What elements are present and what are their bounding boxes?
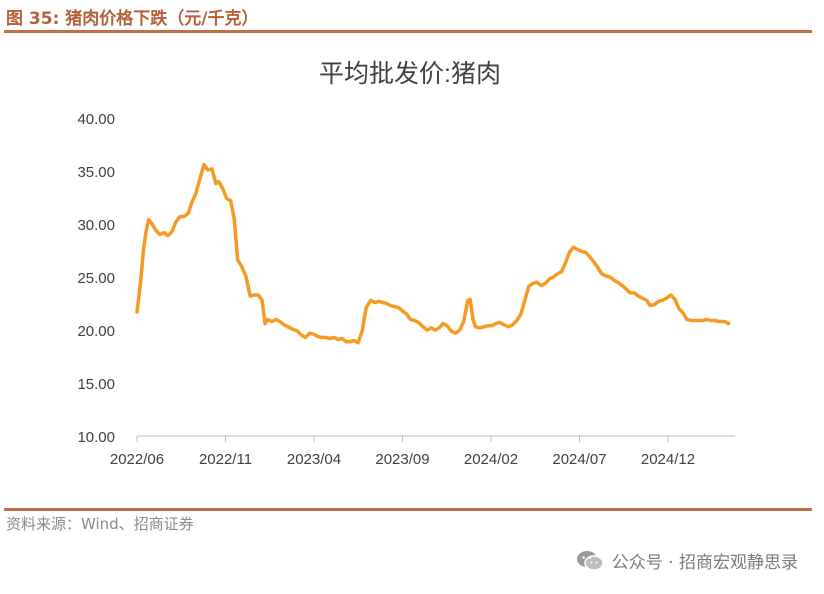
x-tick-label: 2022/06 [110, 451, 164, 468]
y-tick-label: 10.00 [77, 429, 115, 446]
series-line [135, 162, 731, 345]
header-divider [4, 30, 812, 33]
figure-caption: 猪肉价格下跌（元/千克） [65, 9, 259, 29]
account-footer: 公众号 · 招商宏观静思录 [576, 548, 798, 573]
x-tick-label: 2024/02 [464, 451, 518, 468]
y-axis: 10.00 15.00 20.00 25.00 30.00 35.00 40.00 [77, 111, 115, 446]
chart-title: 平均批发价:猪肉 [319, 60, 501, 88]
x-tick-label: 2024/07 [552, 451, 606, 468]
plot-area [135, 162, 731, 345]
y-tick-label: 25.00 [77, 270, 115, 287]
x-tick-label: 2023/04 [287, 451, 341, 468]
x-axis: 2022/06 2022/11 2023/04 2023/09 2024/02 2024/… [110, 435, 735, 468]
y-tick-label: 40.00 [77, 111, 115, 128]
line-chart: 平均批发价:猪肉 10.00 15.00 20.00 25.00 30.00 35.00 4… [77, 60, 735, 468]
y-tick-label: 20.00 [77, 323, 115, 340]
source-note: 资料来源：Wind、招商证券 [6, 515, 194, 533]
figure-label: 图 35: [6, 9, 60, 29]
y-tick-label: 15.00 [77, 376, 115, 393]
y-tick-label: 35.00 [77, 164, 115, 181]
x-tick-label: 2023/09 [375, 451, 429, 468]
wechat-icon [576, 550, 604, 572]
figure-title: 图 35: 猪肉价格下跌（元/千克） [6, 4, 259, 29]
x-tick-label: 2024/12 [641, 451, 695, 468]
account-name: 公众号 · 招商宏观静思录 [611, 553, 798, 573]
y-tick-label: 30.00 [77, 217, 115, 234]
footer-divider [4, 508, 812, 511]
x-tick-label: 2022/11 [199, 451, 252, 468]
